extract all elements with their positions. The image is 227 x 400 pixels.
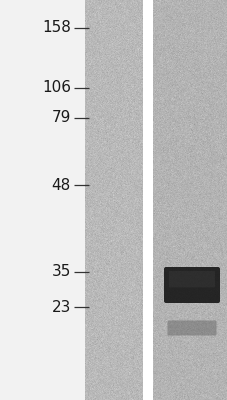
Text: 158: 158 [42,20,71,36]
Text: 35: 35 [51,264,71,280]
FancyBboxPatch shape [163,267,219,303]
Bar [85,0,142,400]
Text: 48: 48 [52,178,71,192]
Text: 23: 23 [51,300,71,314]
Text: 79: 79 [51,110,71,126]
FancyBboxPatch shape [167,320,216,336]
Bar [0,0,85,400]
Text: 106: 106 [42,80,71,96]
Bar [152,0,227,400]
FancyBboxPatch shape [168,271,214,287]
Bar [142,0,152,400]
